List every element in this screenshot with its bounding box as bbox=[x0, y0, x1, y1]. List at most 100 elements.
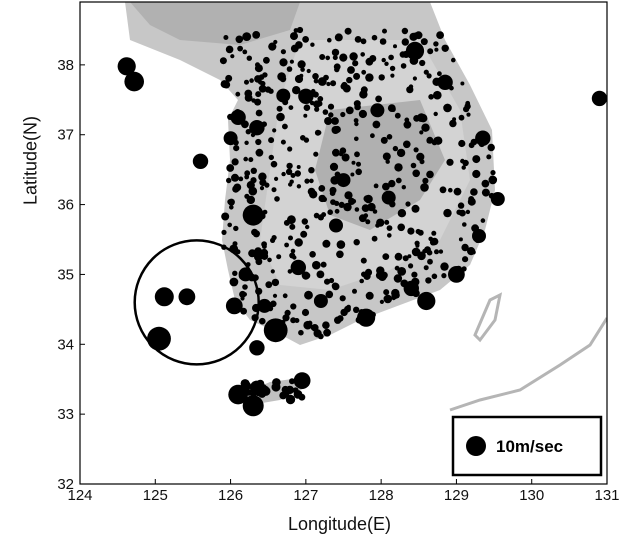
station-dot bbox=[289, 252, 296, 259]
station-dot bbox=[336, 240, 346, 249]
station-dot bbox=[389, 65, 396, 72]
station-dot bbox=[360, 38, 367, 45]
station-dot bbox=[360, 257, 367, 264]
station-dot bbox=[470, 188, 478, 196]
wind-marker bbox=[381, 190, 396, 205]
wind-marker bbox=[357, 308, 376, 327]
station-dot bbox=[378, 74, 385, 81]
y-tick-label: 33 bbox=[57, 406, 74, 423]
station-dot bbox=[282, 293, 288, 299]
station-dot bbox=[242, 49, 248, 55]
station-dot bbox=[270, 300, 277, 308]
station-dot bbox=[388, 54, 394, 61]
station-dot bbox=[288, 182, 293, 187]
station-dot bbox=[259, 186, 265, 191]
station-dot bbox=[289, 59, 294, 64]
station-dot bbox=[318, 185, 326, 192]
station-dot bbox=[327, 37, 332, 43]
station-dot bbox=[419, 159, 425, 165]
station-dot bbox=[419, 130, 424, 135]
station-dot bbox=[423, 69, 429, 75]
station-dot bbox=[270, 160, 278, 168]
station-dot bbox=[229, 205, 234, 210]
station-dot bbox=[316, 270, 325, 279]
station-dot bbox=[312, 73, 319, 80]
station-dot bbox=[349, 52, 358, 61]
station-dot bbox=[330, 199, 336, 206]
station-dot bbox=[272, 378, 281, 387]
station-dot bbox=[333, 125, 341, 134]
station-dot bbox=[271, 235, 277, 241]
station-dot bbox=[274, 196, 280, 202]
station-dot bbox=[390, 73, 395, 78]
y-tick-label: 34 bbox=[57, 336, 74, 353]
station-dot bbox=[276, 254, 282, 260]
station-dot bbox=[414, 31, 423, 40]
station-dot bbox=[369, 55, 377, 62]
station-dot bbox=[367, 202, 376, 212]
station-dot bbox=[334, 208, 340, 214]
station-dot bbox=[383, 294, 393, 304]
station-dot bbox=[227, 222, 232, 228]
station-dot bbox=[289, 223, 296, 230]
station-dot bbox=[339, 53, 348, 62]
station-dot bbox=[363, 272, 371, 280]
station-dot bbox=[285, 168, 293, 175]
station-dot bbox=[268, 88, 274, 94]
station-dot bbox=[407, 227, 415, 235]
station-dot bbox=[361, 69, 367, 75]
station-dot bbox=[406, 86, 414, 94]
station-dot bbox=[381, 57, 386, 63]
station-dot bbox=[300, 135, 306, 141]
station-dot bbox=[355, 168, 363, 176]
wind-marker bbox=[336, 173, 351, 188]
station-dot bbox=[255, 91, 262, 98]
station-dot bbox=[426, 73, 432, 79]
station-dot bbox=[380, 136, 388, 144]
station-dot bbox=[458, 139, 466, 148]
station-dot bbox=[433, 90, 442, 100]
station-dot bbox=[237, 45, 244, 52]
station-dot bbox=[388, 179, 396, 188]
station-dot bbox=[272, 293, 278, 298]
station-dot bbox=[296, 184, 302, 189]
station-dot bbox=[401, 27, 409, 35]
station-dot bbox=[354, 207, 360, 212]
wind-marker bbox=[242, 395, 264, 417]
station-dot bbox=[245, 129, 251, 135]
station-dot bbox=[441, 44, 449, 52]
station-dot bbox=[379, 38, 387, 45]
station-dot bbox=[342, 84, 351, 93]
station-dot bbox=[254, 247, 263, 256]
station-dot bbox=[394, 252, 403, 261]
wind-marker bbox=[417, 291, 436, 311]
station-dot bbox=[290, 303, 297, 310]
station-dot bbox=[310, 324, 317, 331]
station-dot bbox=[243, 156, 248, 162]
station-dot bbox=[394, 163, 403, 172]
wind-speed-markers bbox=[117, 41, 607, 417]
station-dot bbox=[443, 208, 452, 218]
station-dot bbox=[322, 109, 329, 115]
station-dot bbox=[358, 214, 367, 223]
station-dot bbox=[282, 123, 288, 130]
wind-marker bbox=[117, 57, 136, 76]
station-dot bbox=[376, 218, 385, 227]
x-tick-label: 129 bbox=[444, 487, 469, 504]
station-dot bbox=[328, 112, 334, 118]
wind-marker bbox=[298, 88, 314, 105]
station-dot bbox=[240, 379, 250, 389]
station-dot bbox=[431, 273, 438, 280]
station-dot bbox=[230, 54, 235, 59]
station-dot bbox=[233, 183, 242, 192]
station-dot bbox=[290, 317, 297, 324]
station-dot bbox=[379, 299, 384, 304]
wind-marker bbox=[448, 266, 465, 283]
highlight-circle bbox=[133, 239, 260, 366]
station-dot bbox=[460, 158, 465, 164]
station-dot bbox=[433, 41, 439, 47]
station-dot bbox=[313, 100, 321, 108]
wind-marker bbox=[313, 294, 328, 308]
y-axis-ticks: 32 33 34 35 36 37 38 bbox=[57, 57, 85, 493]
station-dot bbox=[384, 219, 390, 225]
